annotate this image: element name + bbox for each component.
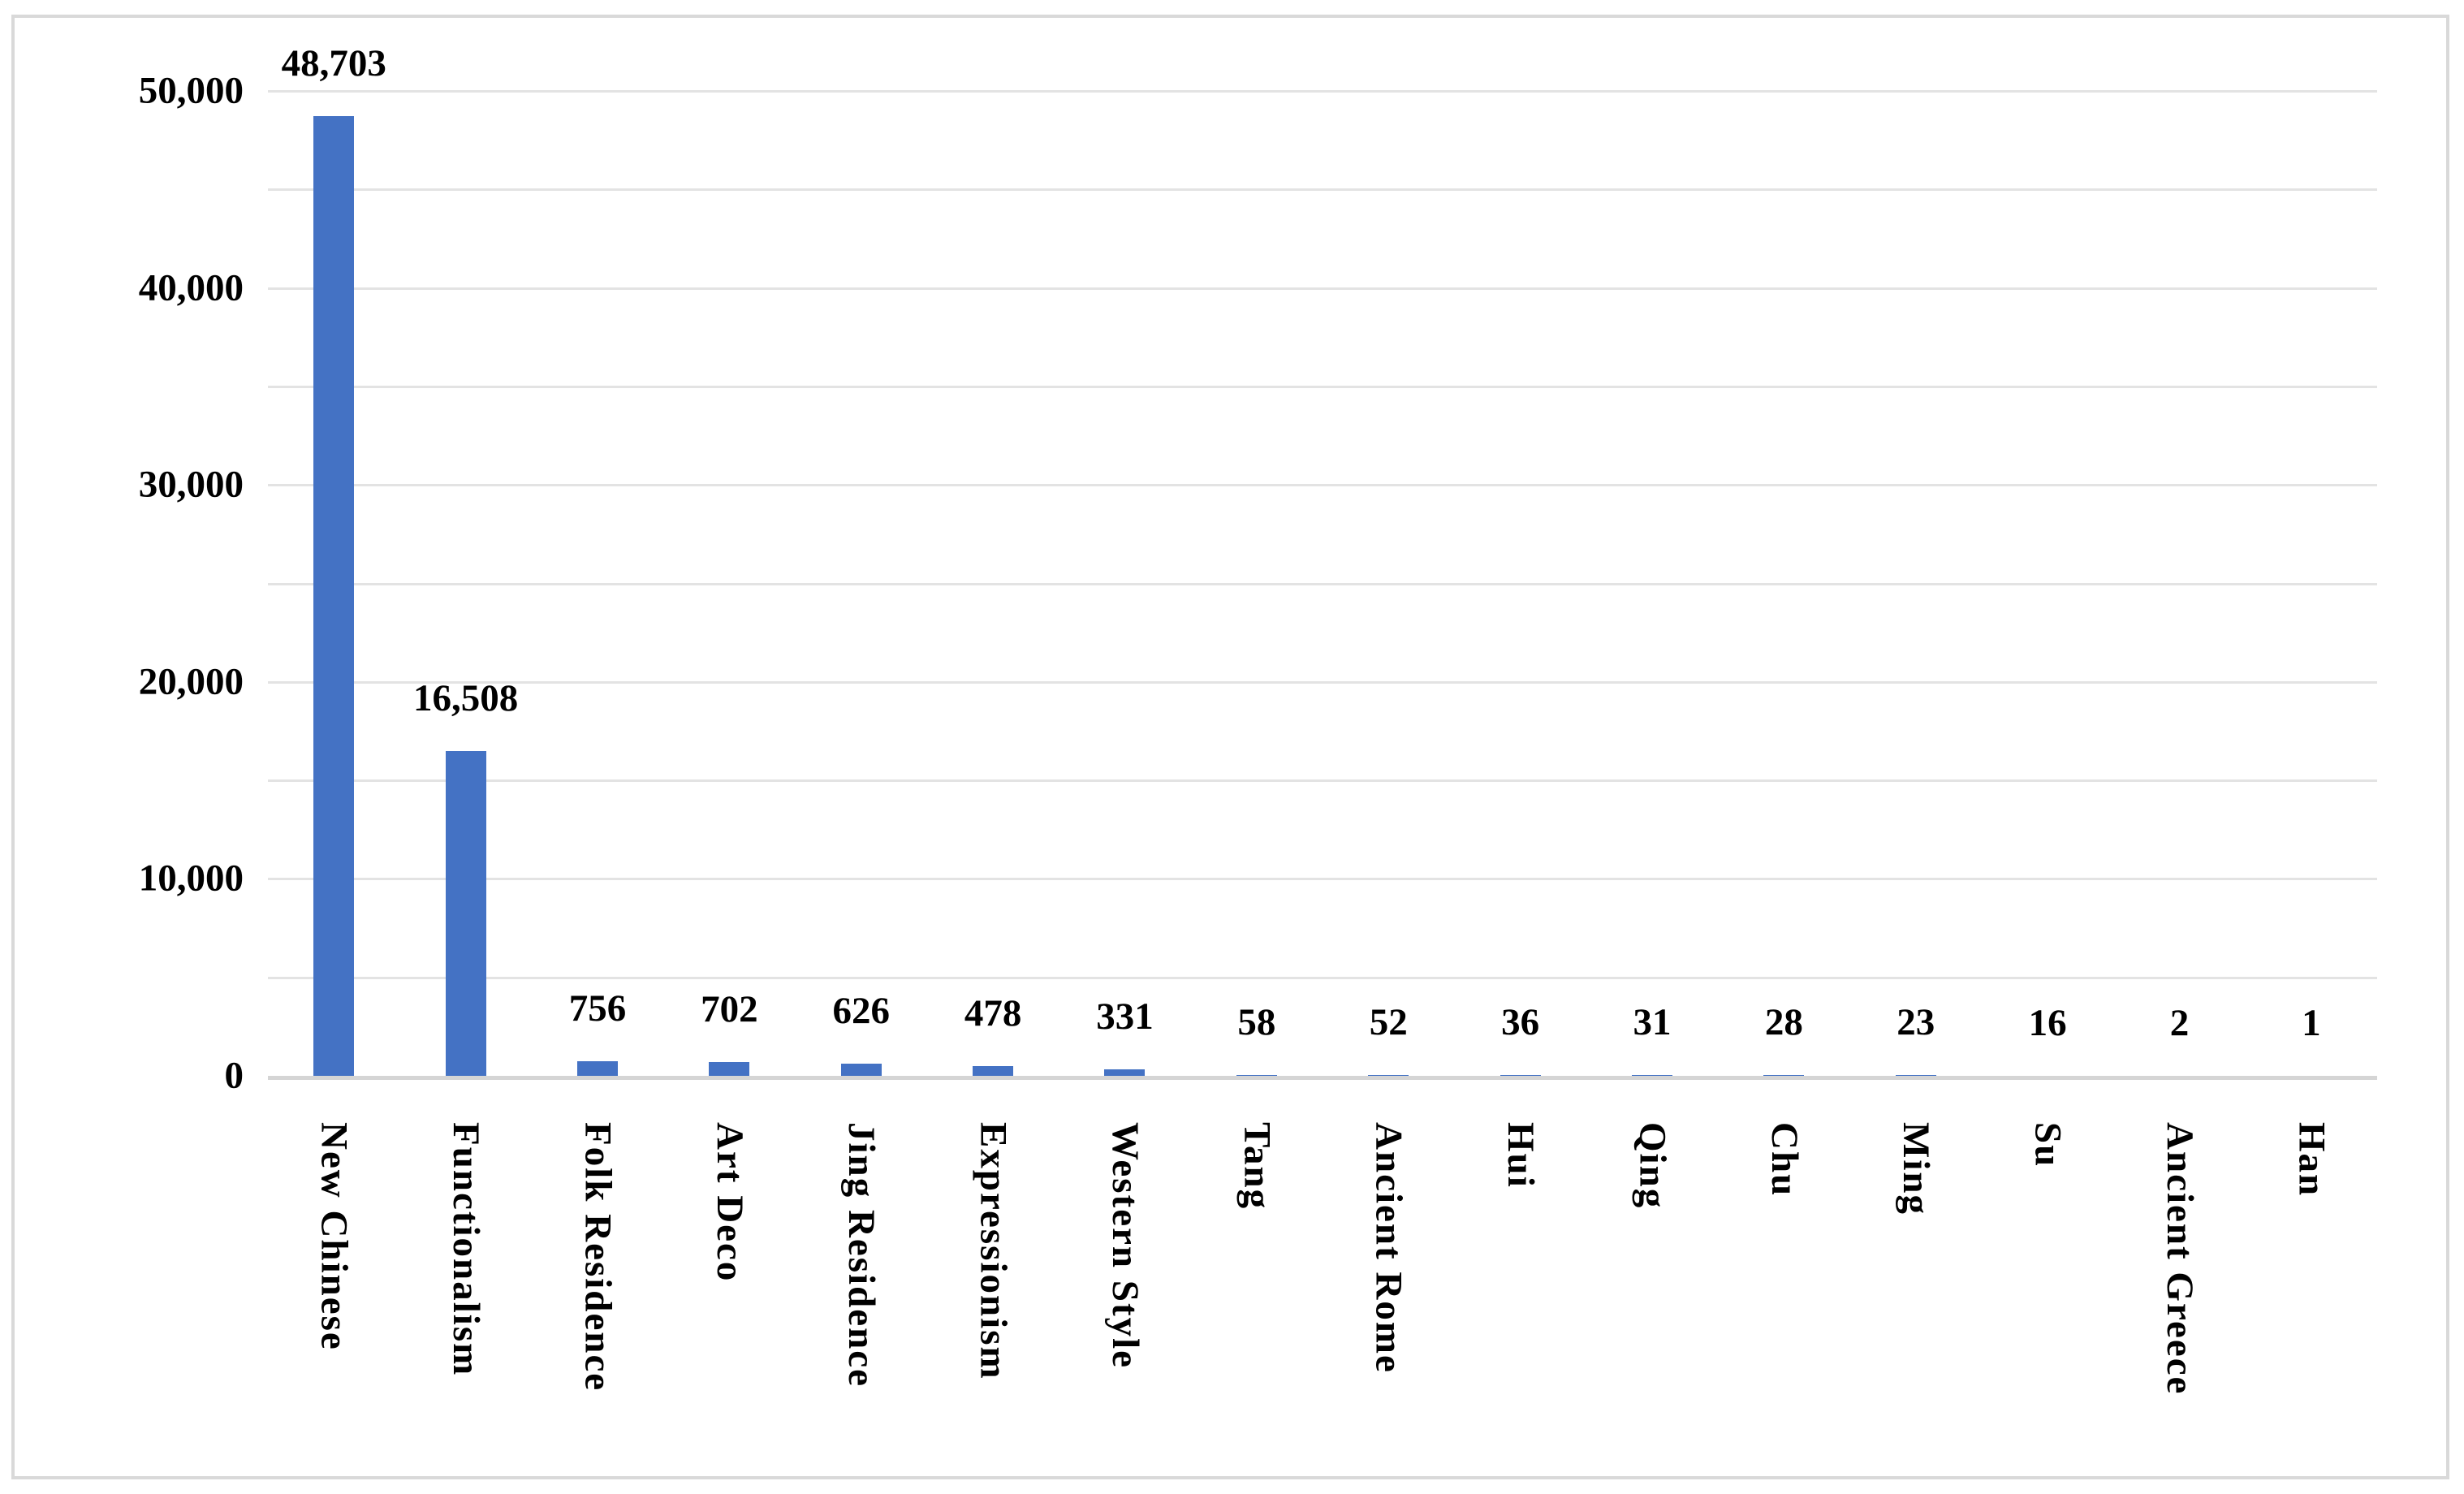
bar-value-label: 16 [2028, 1002, 2067, 1044]
x-axis-line [268, 1076, 2377, 1080]
gridline [268, 90, 2377, 93]
bar-chart-figure: 0 10,000 20,000 30,000 40,000 50,000 48,703 New… [11, 15, 2449, 1479]
bar-value-label: 331 [1096, 995, 1154, 1038]
bar-value-label: 702 [701, 988, 758, 1030]
bar [1632, 1075, 1672, 1076]
bar [577, 1061, 618, 1076]
bar [1500, 1075, 1541, 1076]
x-category-label: Ancient Greece [2158, 1122, 2201, 1396]
x-category-label: Hui [1500, 1122, 1543, 1189]
bar [1896, 1075, 1936, 1076]
x-category-label: Expressionism [972, 1122, 1015, 1380]
gridline [268, 976, 2377, 979]
gridline [268, 188, 2377, 192]
bar [1763, 1075, 1804, 1076]
x-category-label: Tang [1236, 1122, 1279, 1211]
gridline [268, 287, 2377, 290]
x-category-label: Ming [1895, 1122, 1938, 1216]
x-category-label: Folk Residence [576, 1122, 619, 1393]
bar-value-label: 626 [832, 990, 890, 1032]
y-tick-label: 10,000 [138, 857, 244, 900]
gridline [268, 385, 2377, 388]
y-tick-label: 30,000 [138, 463, 244, 506]
bar-value-label: 16,508 [412, 677, 519, 719]
bar-value-label: 48,703 [281, 42, 386, 84]
x-category-label: Western Style [1103, 1122, 1146, 1370]
bar-value-label: 478 [964, 992, 1022, 1034]
bar-value-label: 756 [568, 987, 627, 1030]
x-category-label: Su [2026, 1122, 2069, 1168]
bar [446, 751, 486, 1076]
y-tick-label: 50,000 [138, 69, 244, 112]
x-category-label: Jing Residence [840, 1122, 883, 1388]
bar [709, 1062, 749, 1076]
bar-value-label: 28 [1764, 1001, 1803, 1043]
bar-value-label: 1 [2302, 1002, 2321, 1044]
x-category-label: Han [2290, 1122, 2333, 1198]
x-category-label: Functionalism [445, 1122, 488, 1377]
bar [973, 1066, 1013, 1076]
gridline [268, 878, 2377, 881]
gridline [268, 582, 2377, 585]
bar-value-label: 36 [1501, 1001, 1540, 1043]
bar-value-label: 23 [1897, 1001, 1935, 1043]
gridline [268, 779, 2377, 783]
y-tick-label: 0 [224, 1054, 244, 1097]
y-tick-label: 20,000 [138, 660, 244, 703]
y-tick-label: 40,000 [138, 266, 244, 309]
gridline [268, 484, 2377, 487]
bar [1368, 1075, 1409, 1076]
bar [1236, 1075, 1277, 1076]
x-category-label: Qing [1631, 1122, 1674, 1210]
bar-value-label: 52 [1369, 1001, 1408, 1043]
bar [313, 116, 354, 1076]
bar-value-label: 31 [1633, 1001, 1672, 1043]
bar-value-label: 2 [2169, 1002, 2190, 1044]
x-category-label: Ancient Rome [1367, 1122, 1410, 1374]
bar [841, 1064, 882, 1076]
bar [1104, 1069, 1145, 1076]
x-category-label: New Chinese [313, 1122, 356, 1351]
x-category-label: Chu [1763, 1122, 1806, 1198]
x-category-label: Art Deco [708, 1122, 751, 1283]
bar-value-label: 58 [1237, 1001, 1276, 1043]
gridline [268, 680, 2377, 684]
